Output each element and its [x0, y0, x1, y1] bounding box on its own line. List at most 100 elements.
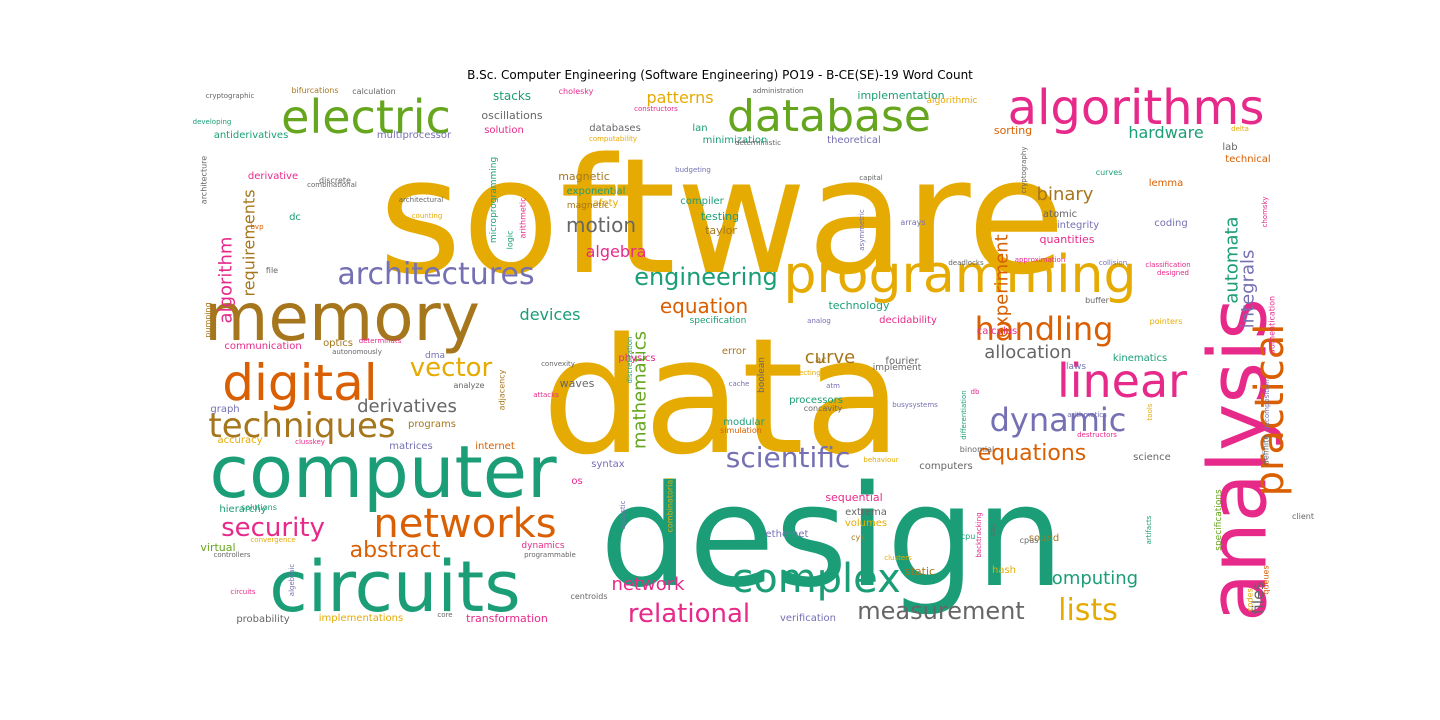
word-computers: computers [919, 461, 972, 472]
word-concavity: concavity [804, 404, 843, 413]
word-digital: digital [222, 354, 377, 412]
word-queues: queues [1262, 565, 1271, 594]
word-electric: electric [281, 90, 451, 144]
word-databases: databases [589, 123, 641, 134]
word-hardware: hardware [1128, 123, 1203, 142]
word-approximation: approximation [1015, 256, 1066, 264]
word-oscillations: oscillations [481, 109, 542, 122]
word-developing: developing [193, 118, 232, 126]
word-sound: sound [1029, 533, 1059, 544]
word-pointers: pointers [1150, 317, 1183, 326]
word-accuracy: accuracy [217, 435, 262, 446]
word-physics: physics [618, 353, 655, 364]
word-architectures: architectures [337, 257, 534, 292]
word-ethernet: ethernet [766, 529, 809, 540]
word-cryptographic: cryptographic [206, 92, 255, 100]
word-techniques: techniques [208, 406, 395, 446]
word-modular: modular [723, 417, 765, 428]
word-counting: counting [412, 212, 443, 220]
word-integrity: integrity [1057, 220, 1099, 231]
word-differentiation: differentiation [960, 390, 968, 439]
word-syntax: syntax [591, 459, 625, 470]
word-automata: automata [1222, 216, 1243, 303]
word-cpus: cpus [1020, 536, 1039, 545]
word-chomsky: chomsky [1261, 197, 1269, 228]
word-curves: curves [1096, 168, 1123, 177]
word-bvp: bvp [250, 223, 264, 231]
word-derivative: derivative [248, 171, 298, 182]
word-laws: laws [1066, 362, 1086, 372]
word-abstract: abstract [350, 538, 441, 563]
word-software: software [378, 123, 1065, 310]
word-volumes: volumes [845, 518, 887, 529]
word-exponential: exponential [567, 186, 626, 197]
word-scientific: scientific [726, 441, 851, 474]
word-artifacts: artifacts [1145, 515, 1153, 544]
word-mathematics: mathematics [630, 331, 651, 449]
word-combinational: combinational [307, 181, 357, 189]
word-science: science [1133, 452, 1171, 463]
word-delta: delta [1231, 125, 1249, 133]
word-clusters: clusters [884, 554, 912, 562]
word-correcting: correcting [785, 369, 820, 377]
word-analysis: analysis [1192, 298, 1285, 622]
word-files: files [1249, 582, 1268, 615]
word-hierarchy: hierarchy [219, 504, 266, 515]
word-core: core [437, 611, 452, 619]
word-algorithms: algorithms [1008, 80, 1265, 136]
word-arrays: arrays [900, 218, 925, 227]
word-compiler: compiler [680, 196, 724, 207]
word-clusskey: clusskey [295, 438, 325, 446]
word-dma: dma [425, 351, 445, 361]
word-client: client [1292, 512, 1314, 521]
word-binomial: binomial [960, 445, 994, 454]
word-cholesky: cholesky [559, 87, 594, 96]
word-controllers: controllers [213, 551, 250, 559]
word-programming: programming [783, 245, 1136, 305]
word-bifurcations: bifurcations [291, 86, 338, 95]
word-solution: solution [484, 125, 524, 136]
word-discrete: discrete [319, 176, 351, 185]
word-computing: computing [1042, 568, 1138, 589]
word-communication: communication [224, 341, 301, 352]
word-constructors: constructors [634, 105, 678, 113]
word-waves: waves [560, 377, 595, 390]
word-database: database [727, 91, 931, 142]
word-cyk: cyk [851, 533, 865, 542]
word-ipsec: ipsec [0, 0, 12, 3]
word-atomic: atomic [1043, 209, 1077, 220]
word-classification: classification [1145, 261, 1190, 269]
word-networks: networks [373, 501, 556, 547]
word-designed: designed [1157, 269, 1189, 277]
word-analog: analog [807, 317, 831, 325]
word-tools: tools [1146, 403, 1154, 420]
word-devices: devices [520, 305, 581, 324]
word-static: static [905, 565, 935, 578]
word-arithmetics: arithmetics [1067, 411, 1107, 419]
word-experiment: experiment [992, 234, 1013, 337]
word-architectural: architectural [399, 196, 443, 204]
word-data: data [542, 303, 902, 490]
word-hash: hash [992, 565, 1016, 576]
word-relational: relational [628, 599, 750, 629]
word-collision: collision [1099, 259, 1127, 267]
word-network: network [611, 574, 685, 595]
word-integrals: integrals [1238, 250, 1259, 329]
word-centroids: centroids [570, 592, 607, 601]
word-adjacency: adjacency [498, 369, 507, 410]
word-authentication: authentication [1268, 296, 1277, 354]
word-convexity: convexity [541, 360, 575, 368]
word-coding: coding [1154, 218, 1187, 229]
word-algebra: algebra [586, 242, 647, 261]
word-pumping: pumping [204, 302, 213, 337]
word-motion: motion [566, 213, 636, 237]
word-memory: memory [204, 279, 480, 356]
word-db: db [971, 388, 980, 396]
word-buffer: buffer [1085, 296, 1110, 305]
word-extrema: extrema [845, 507, 887, 518]
word-specifications: specifications [1214, 489, 1224, 551]
word-taylor: taylor [705, 224, 737, 237]
word-implementations: implementations [319, 613, 403, 624]
